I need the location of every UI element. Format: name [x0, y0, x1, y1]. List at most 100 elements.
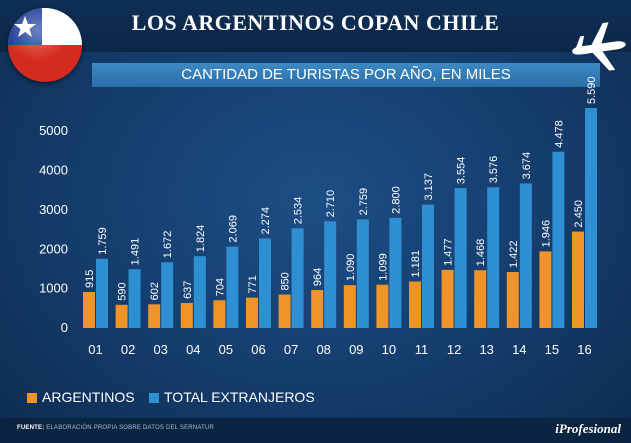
data-label-argentinos: 637	[182, 281, 194, 299]
source-note: FUENTE: ELABORACIÓN PROPIA SOBRE DATOS D…	[17, 425, 214, 431]
data-label-argentinos: 1.422	[508, 241, 520, 269]
legend-swatch-argentinos	[27, 393, 37, 403]
bar-total-extranjeros	[389, 217, 402, 328]
legend-item-argentinos: ARGENTINOS	[27, 389, 135, 405]
bar-argentinos	[278, 294, 291, 328]
data-label-argentinos: 704	[214, 278, 226, 296]
x-tick-label: 15	[545, 342, 559, 357]
subtitle-bar: CANTIDAD DE TURISTAS POR AÑO, EN MILES	[92, 63, 600, 87]
data-label-total-extranjeros: 5.590	[586, 76, 598, 104]
x-tick-label: 03	[153, 342, 167, 357]
legend-swatch-total-extranjeros	[149, 393, 159, 403]
y-tick-label: 4000	[39, 163, 68, 178]
data-label-total-extranjeros: 2.069	[227, 215, 239, 243]
bar-total-extranjeros	[487, 187, 500, 328]
data-label-argentinos: 590	[117, 282, 129, 300]
header-bar: LOS ARGENTINOS COPAN CHILE	[0, 0, 631, 52]
x-tick-label: 11	[415, 342, 429, 357]
x-tick-label: 16	[577, 342, 591, 357]
bar-total-extranjeros	[96, 258, 108, 328]
x-tick-label: 08	[316, 342, 330, 357]
bar-total-extranjeros	[422, 204, 434, 328]
airplane-icon	[568, 18, 628, 78]
y-tick-label: 3000	[39, 202, 68, 217]
bar-argentinos	[213, 300, 226, 328]
data-label-argentinos: 1.099	[377, 253, 389, 281]
data-label-argentinos: 2.450	[573, 200, 585, 228]
legend-label-total-extranjeros: TOTAL EXTRANJEROS	[164, 389, 315, 405]
bar-total-extranjeros	[324, 221, 337, 328]
bar-total-extranjeros	[161, 262, 174, 328]
source-label: FUENTE:	[17, 425, 45, 431]
chart-subtitle: CANTIDAD DE TURISTAS POR AÑO, EN MILES	[181, 66, 511, 83]
main-title: LOS ARGENTINOS COPAN CHILE	[131, 10, 500, 35]
x-tick-label: 01	[88, 342, 102, 357]
brand-logo: iProfesional	[555, 421, 621, 436]
bar-argentinos	[180, 302, 193, 328]
footer: FUENTE: ELABORACIÓN PROPIA SOBRE DATOS D…	[0, 418, 631, 443]
x-tick-label: 12	[447, 342, 461, 357]
bar-total-extranjeros	[454, 188, 467, 328]
bar-total-extranjeros	[552, 151, 565, 328]
bar-total-extranjeros	[226, 246, 239, 328]
bar-argentinos	[246, 297, 258, 328]
x-tick-label: 02	[121, 342, 135, 357]
data-label-total-extranjeros: 2.274	[260, 207, 272, 235]
data-label-total-extranjeros: 2.759	[358, 188, 370, 216]
bar-argentinos	[376, 284, 389, 328]
data-label-total-extranjeros: 1.824	[195, 225, 207, 253]
bar-argentinos	[148, 304, 161, 328]
y-tick-label: 0	[61, 320, 68, 335]
data-label-total-extranjeros: 3.137	[423, 173, 435, 201]
bar-argentinos	[441, 269, 454, 328]
data-label-total-extranjeros: 1.491	[130, 238, 142, 266]
x-tick-label: 10	[382, 342, 396, 357]
bar-argentinos	[343, 285, 356, 328]
data-label-argentinos: 1.477	[443, 238, 455, 266]
x-tick-label: 04	[186, 342, 200, 357]
y-tick-label: 1000	[39, 281, 68, 296]
data-label-total-extranjeros: 3.674	[521, 152, 533, 180]
legend-label-argentinos: ARGENTINOS	[42, 389, 135, 405]
x-tick-label: 06	[251, 342, 265, 357]
data-label-total-extranjeros: 3.576	[488, 156, 500, 184]
data-label-argentinos: 1.181	[410, 250, 422, 278]
bar-argentinos	[506, 272, 519, 328]
bar-argentinos	[115, 304, 128, 328]
bar-total-extranjeros	[128, 269, 141, 328]
x-tick-label: 05	[219, 342, 233, 357]
bar-argentinos	[83, 291, 95, 328]
y-tick-label: 5000	[39, 123, 68, 138]
data-label-total-extranjeros: 1.672	[162, 231, 174, 259]
x-tick-label: 09	[349, 342, 363, 357]
data-label-total-extranjeros: 4.478	[553, 120, 565, 148]
data-label-total-extranjeros: 1.759	[97, 227, 109, 255]
bar-argentinos	[572, 231, 584, 328]
source-text: ELABORACIÓN PROPIA SOBRE DATOS DEL SERNA…	[46, 425, 215, 431]
bar-total-extranjeros	[585, 108, 597, 328]
x-tick-label: 14	[512, 342, 526, 357]
data-label-argentinos: 1.468	[475, 239, 487, 267]
bar-argentinos	[311, 290, 324, 328]
data-label-total-extranjeros: 3.554	[456, 157, 468, 185]
data-label-argentinos: 602	[149, 282, 161, 300]
bar-total-extranjeros	[259, 238, 271, 328]
data-label-total-extranjeros: 2.800	[390, 186, 402, 214]
bar-argentinos	[409, 281, 421, 328]
data-label-argentinos: 771	[247, 275, 259, 293]
data-label-total-extranjeros: 2.710	[325, 190, 337, 218]
legend-item-total-extranjeros: TOTAL EXTRANJEROS	[149, 389, 315, 405]
bar-total-extranjeros	[356, 219, 369, 328]
y-tick-label: 2000	[39, 241, 68, 256]
data-label-argentinos: 1.090	[345, 254, 357, 282]
bar-total-extranjeros	[193, 256, 206, 328]
x-tick-label: 07	[284, 342, 298, 357]
bar-argentinos	[539, 251, 552, 328]
x-tick-label: 13	[479, 342, 493, 357]
bar-total-extranjeros	[291, 228, 304, 328]
bar-total-extranjeros	[519, 183, 532, 328]
data-label-total-extranjeros: 2.534	[293, 197, 305, 225]
data-label-argentinos: 850	[280, 272, 292, 290]
